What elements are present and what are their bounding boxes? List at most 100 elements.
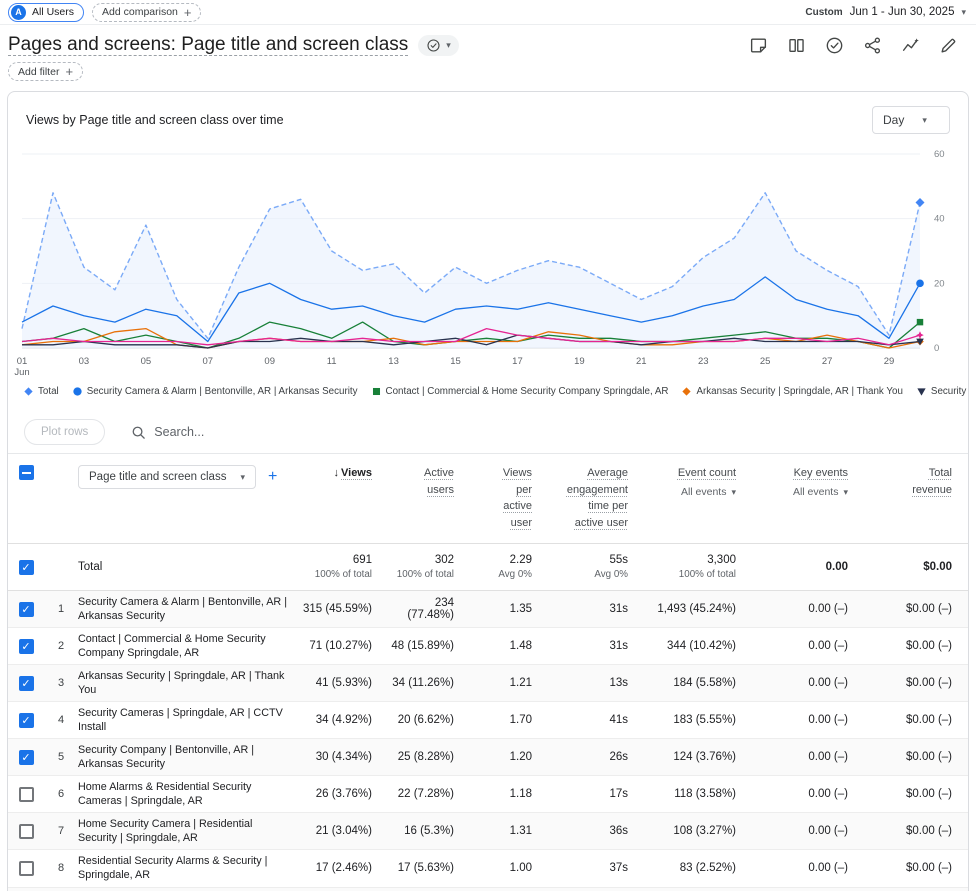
key-events-cell: 0.00 (–) [752,638,864,654]
date-range-picker[interactable]: Custom Jun 1 - Jun 30, 2025 ▾ [805,6,966,18]
views-per-active-user-cell: 1.18 [470,786,548,802]
insights-icon[interactable] [901,36,920,55]
views-cell: 17 (2.46%) [300,860,388,876]
table-row: 6 Home Alarms & Residential Security Cam… [8,776,968,813]
row-number: 6 [44,786,78,802]
search-input[interactable] [154,425,374,439]
column-header-views[interactable]: ↓Views [300,463,388,484]
page-title-cell: Contact | Commercial & Home Security Com… [78,628,300,664]
svg-text:07: 07 [203,356,214,367]
total-views-per-active-user: 2.29Avg 0% [470,552,548,582]
total-label: Total [78,559,300,575]
svg-text:09: 09 [264,356,275,367]
views-cell: 71 (10.27%) [300,638,388,654]
event-count-cell: 124 (3.76%) [644,749,752,765]
page-title[interactable]: Pages and screens: Page title and screen… [8,34,408,56]
svg-text:15: 15 [450,356,461,367]
svg-text:05: 05 [141,356,152,367]
edit-icon[interactable] [939,36,958,55]
svg-text:17: 17 [512,356,523,367]
add-filter-chip[interactable]: Add filter + [8,62,83,81]
select-all-checkbox[interactable] [19,465,34,480]
granularity-select[interactable]: Day ▾ [872,106,950,134]
plus-icon: + [65,65,73,78]
all-users-chip[interactable]: A All Users [8,3,84,22]
share-icon[interactable] [863,36,882,55]
active-users-cell: 16 (5.3%) [388,823,470,839]
row-checkbox[interactable] [19,750,34,765]
legend-label: Total [38,386,59,397]
legend-item: Contact | Commercial & Home Security Com… [372,386,669,397]
key-events-filter[interactable]: All events ▾ [752,485,848,501]
table-body: 1 Security Camera & Alarm | Bentonville,… [8,591,968,891]
table-row: 3 Arkansas Security | Springdale, AR | T… [8,665,968,702]
row-checkbox[interactable] [19,861,34,876]
event-count-cell: 184 (5.58%) [644,675,752,691]
avg-engagement-time-cell: 26s [548,749,644,765]
views-per-active-user-cell: 1.35 [470,601,548,617]
event-count-filter[interactable]: All events ▾ [644,485,736,501]
report-actions [749,36,962,55]
svg-text:11: 11 [327,356,337,367]
legend-item: Security Camera & Alarm | Bentonville, A… [73,386,358,397]
table-row: 7 Home Security Camera | Residential Sec… [8,813,968,850]
key-events-cell: 0.00 (–) [752,823,864,839]
active-users-cell: 25 (8.28%) [388,749,470,765]
total-revenue-cell: $0.00 (–) [864,860,968,876]
active-users-cell: 234 (77.48%) [388,595,470,623]
total-checkbox[interactable] [19,560,34,575]
column-header-total-revenue[interactable]: Total revenue [864,463,968,500]
check-circle-icon [426,38,441,53]
add-comparison-label: Add comparison [102,6,178,18]
total-active-users: 302100% of total [388,552,470,582]
search-icon [131,425,146,440]
row-checkbox[interactable] [19,713,34,728]
note-icon[interactable] [749,36,768,55]
legend-label: Contact | Commercial & Home Security Com… [386,386,669,397]
dimension-selector[interactable]: Page title and screen class ▾ [78,465,256,489]
row-number: 8 [44,860,78,876]
total-revenue-cell: $0.00 (–) [864,712,968,728]
date-range-label: Jun 1 - Jun 30, 2025 [850,6,955,18]
key-events-cell: 0.00 (–) [752,749,864,765]
column-header-active-users[interactable]: Active users [388,463,470,500]
comparisons-icon[interactable] [787,36,806,55]
row-checkbox[interactable] [19,602,34,617]
event-count-cell: 1,493 (45.24%) [644,601,752,617]
svg-text:01: 01 [17,356,28,367]
column-header-avg-engagement-time[interactable]: Average engagement time per active user [548,463,644,533]
chart-legend: Total Security Camera & Alarm | Bentonvil… [8,384,968,409]
search-box[interactable] [131,425,374,440]
svg-text:0: 0 [934,343,939,354]
add-dimension-button[interactable]: + [268,469,277,485]
add-comparison-chip[interactable]: Add comparison + [92,3,201,22]
table-toolbar: Plot rows [8,409,968,453]
data-quality-icon[interactable] [825,36,844,55]
total-row: Total 691100% of total 302100% of total … [8,544,968,591]
svg-text:21: 21 [636,356,647,367]
views-cell: 41 (5.93%) [300,675,388,691]
report-status-badge[interactable]: ▾ [418,35,459,56]
column-header-views-per-active-user[interactable]: Views per active user [470,463,548,533]
page-title-cell: Security System Consult Request | Spring… [78,888,300,891]
column-header-key-events[interactable]: Key events All events ▾ [752,463,864,502]
row-checkbox[interactable] [19,824,34,839]
views-per-active-user-cell: 1.21 [470,675,548,691]
caret-down-icon: ▾ [843,488,848,497]
views-cell: 34 (4.92%) [300,712,388,728]
all-users-label: All Users [32,6,74,18]
topbar: A All Users Add comparison + Custom Jun … [0,0,976,25]
timeseries-chart: 020406001Jun0305070911131517192123252729 [14,138,958,384]
row-checkbox[interactable] [19,787,34,802]
date-mode-label: Custom [805,7,842,18]
filterbar: Add filter + [0,60,976,91]
row-checkbox[interactable] [19,639,34,654]
svg-text:Jun: Jun [14,367,29,378]
column-header-event-count[interactable]: Event count All events ▾ [644,463,752,502]
views-per-active-user-cell: 1.48 [470,638,548,654]
caret-down-icon: ▾ [446,41,451,50]
legend-square-icon [372,387,381,396]
row-checkbox[interactable] [19,676,34,691]
page-title-cell: Security Camera & Alarm | Bentonville, A… [78,591,300,627]
page-title-cell: Residential Security Alarms & Security |… [78,850,300,886]
